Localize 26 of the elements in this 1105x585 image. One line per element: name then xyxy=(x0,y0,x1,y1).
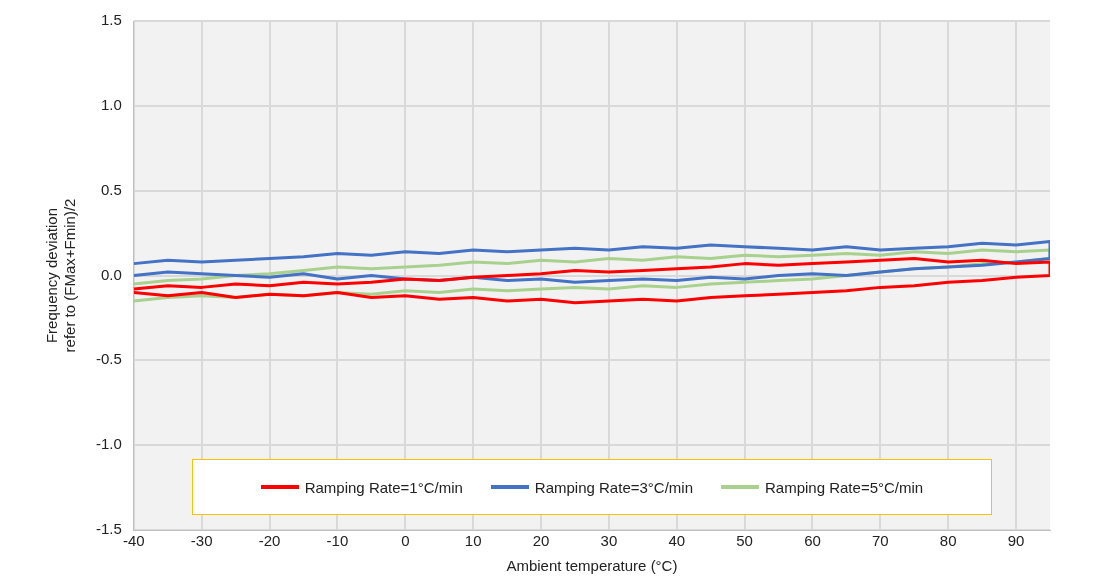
x-tick-label: 0 xyxy=(401,532,410,550)
x-tick-label: 80 xyxy=(939,532,957,550)
y-tick-label: 0.0 xyxy=(100,265,122,283)
y-tick-label: 1.5 xyxy=(100,11,122,29)
legend-label: Ramping Rate=3°C/min xyxy=(534,478,693,496)
x-tick-label: 20 xyxy=(532,532,550,550)
y-tick-label: -0.5 xyxy=(95,350,122,368)
y-tick-label: -1.0 xyxy=(95,435,122,453)
x-tick-label: 70 xyxy=(872,532,889,550)
x-tick-label: -20 xyxy=(258,532,281,550)
x-tick-label: 90 xyxy=(1007,532,1025,550)
y-axis-title: Frequency deviation refer to (FMax+Fmin)/2 xyxy=(43,198,79,353)
y-tick-label: 0.5 xyxy=(100,180,122,198)
y-tick-label: 1.0 xyxy=(100,95,122,113)
x-tick-label: 10 xyxy=(464,532,482,550)
x-tick-label: -30 xyxy=(190,532,213,550)
x-tick-label: 60 xyxy=(804,532,821,550)
legend-label: Ramping Rate=5°C/min xyxy=(765,478,924,496)
x-axis-title: Ambient temperature (°C) xyxy=(506,557,678,575)
y-tick-label: -1.5 xyxy=(95,520,122,538)
legend-label: Ramping Rate=1°C/min xyxy=(304,478,463,496)
x-tick-label: 40 xyxy=(668,532,686,550)
x-tick-label: -10 xyxy=(326,532,349,550)
x-tick-label: 30 xyxy=(600,532,618,550)
x-tick-label: 50 xyxy=(736,532,753,550)
x-tick-label: -40 xyxy=(123,532,145,550)
